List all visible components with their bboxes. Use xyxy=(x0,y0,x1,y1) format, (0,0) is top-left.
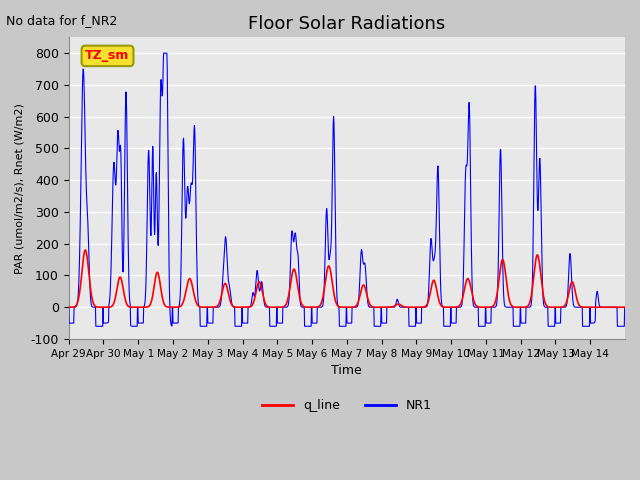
q_line xyxy=(560,304,568,310)
q_line xyxy=(478,304,486,310)
Legend: q_line, NR1: q_line, NR1 xyxy=(257,394,437,417)
Line: NR1: NR1 xyxy=(68,53,625,326)
X-axis label: Time: Time xyxy=(332,364,362,377)
q_line xyxy=(152,272,160,278)
NR1 xyxy=(160,50,168,56)
Text: No data for f_NR2: No data for f_NR2 xyxy=(6,14,118,27)
q_line xyxy=(621,304,629,310)
NR1 xyxy=(621,304,629,310)
NR1 xyxy=(65,304,72,310)
NR1 xyxy=(152,190,159,195)
Title: Floor Solar Radiations: Floor Solar Radiations xyxy=(248,15,445,33)
q_line xyxy=(322,274,330,280)
Line: q_line: q_line xyxy=(68,250,625,307)
Y-axis label: PAR (umol/m2/s), Rnet (W/m2): PAR (umol/m2/s), Rnet (W/m2) xyxy=(15,103,25,274)
q_line xyxy=(81,247,89,253)
q_line xyxy=(65,304,72,310)
NR1 xyxy=(479,324,486,329)
q_line xyxy=(333,301,340,307)
Text: TZ_sm: TZ_sm xyxy=(85,49,130,62)
NR1 xyxy=(614,324,622,329)
q_line xyxy=(614,304,622,310)
NR1 xyxy=(560,304,568,310)
NR1 xyxy=(323,208,330,214)
NR1 xyxy=(333,292,340,298)
NR1 xyxy=(237,324,245,329)
